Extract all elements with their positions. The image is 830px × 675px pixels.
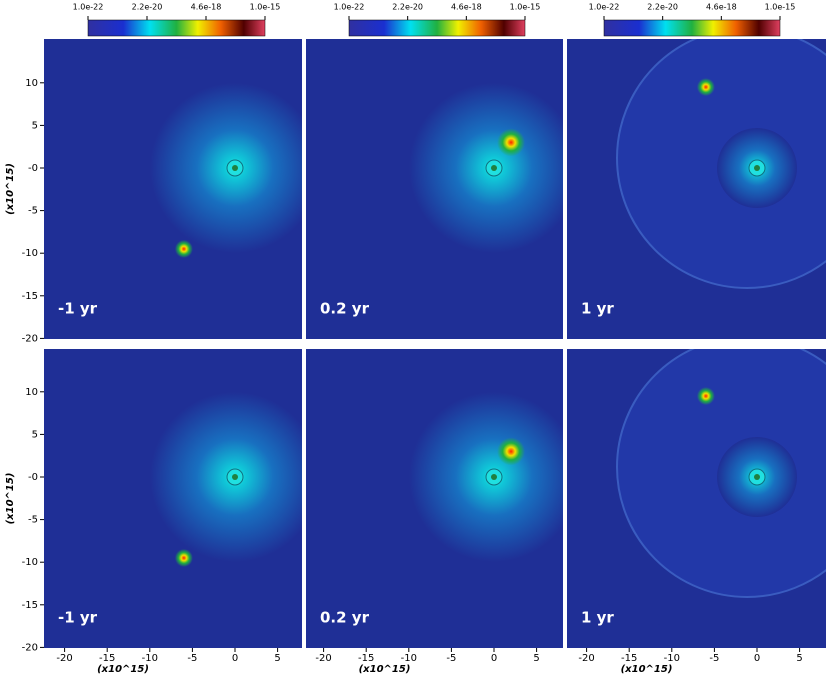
colorbar-tick-label: 1.0e-15 (510, 3, 541, 12)
colorbar-tick-label: 2.2e-20 (132, 3, 163, 12)
x-tick-label: 5 (274, 653, 280, 664)
panel-label: -1 yr (58, 300, 98, 318)
x-tick-label: -10 (664, 653, 680, 664)
y-tick-label: 10 (25, 78, 38, 89)
star-core (491, 165, 497, 171)
panel-image (306, 349, 563, 648)
x-tick-label: -20 (315, 653, 331, 664)
colorbar (87, 19, 266, 37)
x-tick-label: -20 (56, 653, 72, 664)
y-tick-label: 5 (32, 120, 38, 131)
x-tick-label: -15 (358, 653, 374, 664)
star-core (491, 474, 497, 480)
panel: -1 yr (44, 349, 302, 648)
x-tick-label: -5 (446, 653, 456, 664)
y-tick-label: -5 (28, 515, 38, 526)
companion (497, 437, 526, 466)
x-tick-label: -15 (621, 653, 637, 664)
panel-label: 0.2 yr (320, 300, 370, 318)
colorbar-tick-label: 2.2e-20 (392, 3, 423, 12)
x-axis-label: (x10^15) (97, 664, 149, 675)
x-tick-label: 5 (533, 653, 539, 664)
y-tick-label: 10 (25, 387, 38, 398)
panel-label: 1 yr (581, 300, 614, 318)
panel-label: 1 yr (581, 609, 614, 627)
panel: 0.2 yr (306, 39, 563, 339)
colorbar-tick-label: 4.6e-18 (191, 3, 222, 12)
y-tick-label: -15 (22, 291, 38, 302)
colorbar-tick-label: 4.6e-18 (451, 3, 482, 12)
y-tick-label: -10 (22, 557, 38, 568)
y-tick-label: -0 (28, 163, 38, 174)
x-axis-label: (x10^15) (621, 664, 673, 675)
companion (174, 239, 193, 258)
y-tick-label: -0 (28, 472, 38, 483)
panel-image (44, 349, 302, 648)
y-tick-label: -5 (28, 206, 38, 217)
companion (497, 128, 526, 157)
y-tick-label: -10 (22, 248, 38, 259)
colorbar (603, 19, 781, 37)
x-tick-label: 0 (754, 653, 760, 664)
halo (150, 392, 302, 562)
x-tick-label: -10 (401, 653, 417, 664)
panel-image (567, 39, 826, 339)
panel: -1 yr (44, 39, 302, 339)
companion (696, 78, 715, 97)
colorbar (348, 19, 526, 37)
y-tick-label: -15 (22, 600, 38, 611)
star-core (754, 165, 760, 171)
y-axis-label: (x10^15) (5, 473, 16, 525)
halo (150, 83, 302, 253)
panel: 0.2 yr (306, 349, 563, 648)
colorbar-tick-label: 2.2e-20 (647, 3, 678, 12)
colorbar-tick-label: 1.0e-22 (589, 3, 620, 12)
star-core (754, 474, 760, 480)
colorbar-tick-label: 1.0e-22 (334, 3, 365, 12)
x-tick-label: -5 (709, 653, 719, 664)
y-tick-label: -20 (22, 333, 38, 344)
y-tick-label: -20 (22, 642, 38, 653)
colorbar-tick-label: 4.6e-18 (706, 3, 737, 12)
x-tick-label: -15 (99, 653, 115, 664)
panel: 1 yr (567, 349, 826, 648)
x-tick-label: 5 (796, 653, 802, 664)
colorbar-tick-label: 1.0e-15 (250, 3, 281, 12)
panel-image (44, 39, 302, 339)
companion (696, 387, 715, 406)
x-tick-label: -20 (578, 653, 594, 664)
colorbar-tick-label: 1.0e-22 (73, 3, 104, 12)
x-tick-label: 0 (232, 653, 238, 664)
x-axis-label: (x10^15) (359, 664, 411, 675)
y-tick-label: 5 (32, 429, 38, 440)
panel-label: 0.2 yr (320, 609, 370, 627)
x-tick-label: -10 (142, 653, 158, 664)
x-tick-label: -5 (187, 653, 197, 664)
panel-image (306, 39, 563, 339)
panel-label: -1 yr (58, 609, 98, 627)
colorbar-tick-label: 1.0e-15 (765, 3, 796, 12)
panel: 1 yr (567, 39, 826, 339)
x-tick-label: 0 (491, 653, 497, 664)
companion (174, 548, 193, 567)
y-axis-label: (x10^15) (5, 163, 16, 215)
star-core (232, 474, 238, 480)
panel-image (567, 349, 826, 648)
star-core (232, 165, 238, 171)
